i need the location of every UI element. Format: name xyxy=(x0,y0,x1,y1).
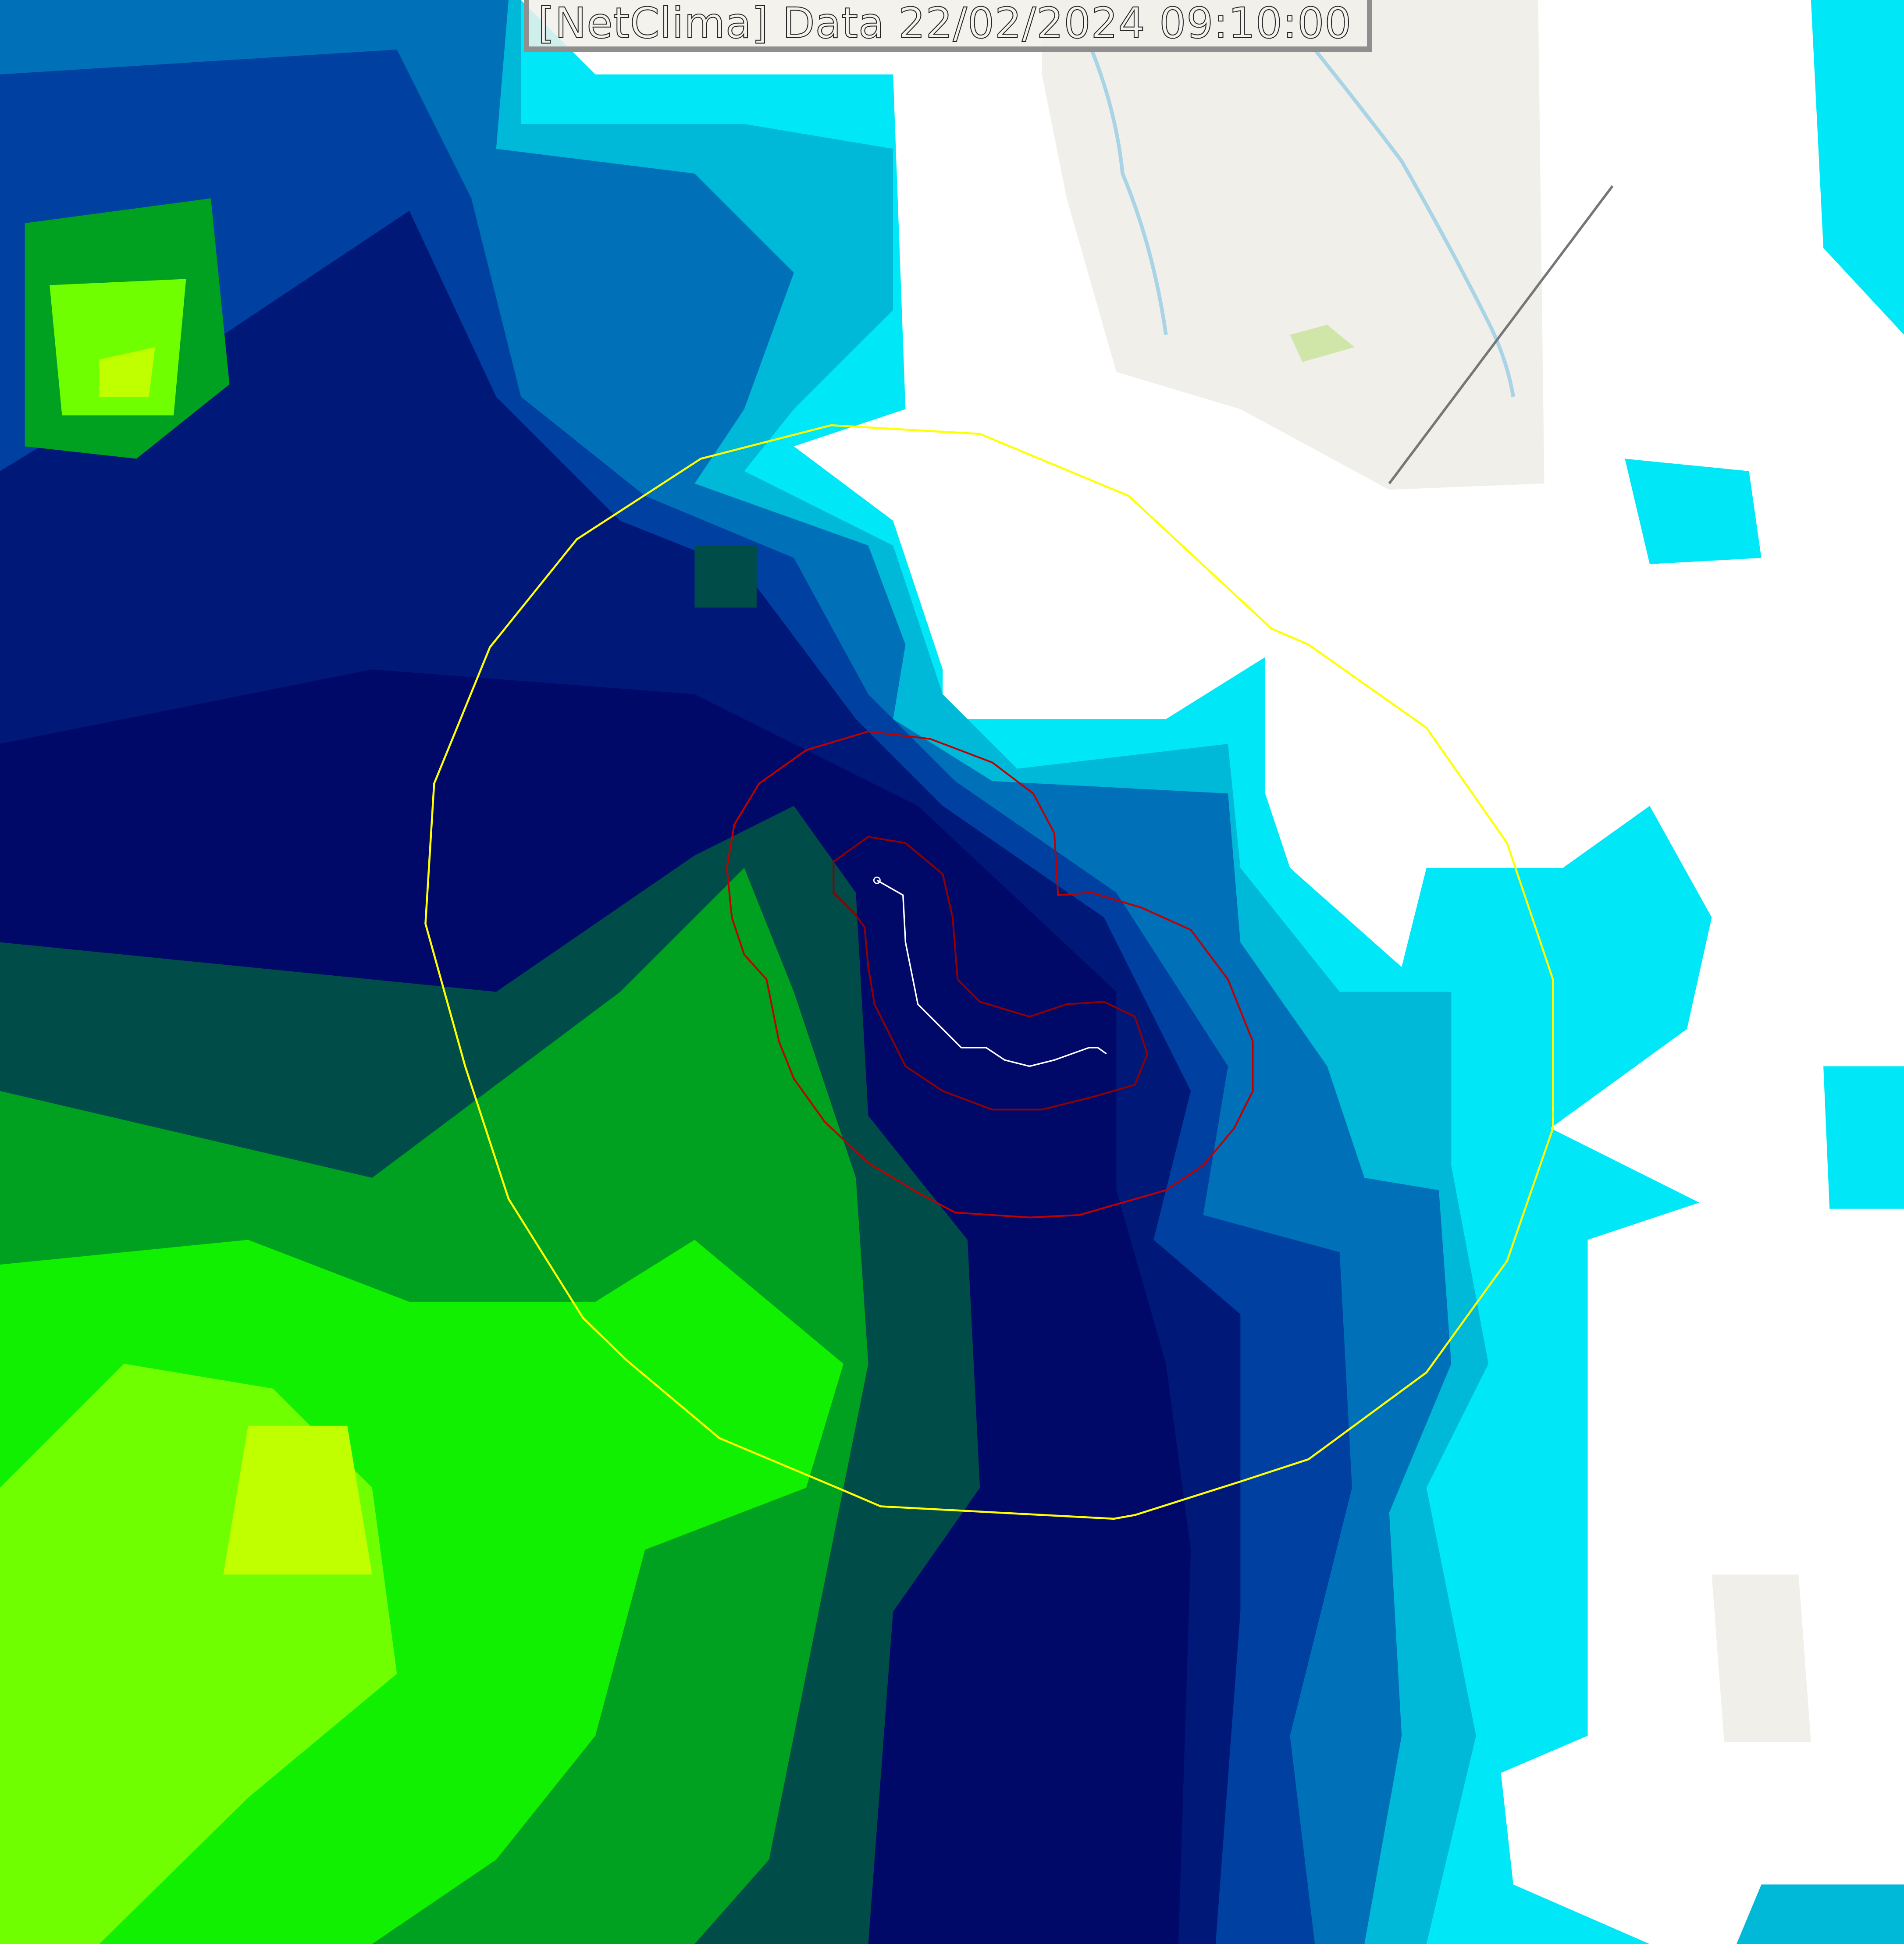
river-line xyxy=(1313,48,1515,397)
timestamp-title: [NetClima] Data 22/02/2024 09:10:00 xyxy=(537,0,1352,48)
radar-yellow-cell-nw xyxy=(99,347,155,397)
storm-track-line xyxy=(876,879,1107,1067)
radar-cyan-cell xyxy=(1625,458,1762,564)
radar-dark-green-cell xyxy=(694,545,757,608)
radar-lime-cell-nw xyxy=(50,279,186,416)
river-line xyxy=(1089,49,1168,335)
middle-contour-red xyxy=(726,730,1254,1219)
road-line xyxy=(1388,185,1614,484)
radar-cyan-echo-east xyxy=(1811,0,1904,335)
basemap-land-south xyxy=(1712,1574,1811,1742)
radar-lightblue-cell xyxy=(1737,1884,1904,1944)
basemap-land xyxy=(1042,0,1545,490)
track-start-marker xyxy=(873,876,881,884)
inner-contour-dark-red xyxy=(833,836,1149,1111)
park-area xyxy=(1290,325,1355,362)
radar-yellow-lime-cell xyxy=(223,1425,372,1575)
radar-cyan-cell xyxy=(1823,1066,1904,1209)
title-banner: [NetClima] Data 22/02/2024 09:10:00 xyxy=(524,0,1372,52)
outer-contour-yellow xyxy=(424,424,1554,1520)
